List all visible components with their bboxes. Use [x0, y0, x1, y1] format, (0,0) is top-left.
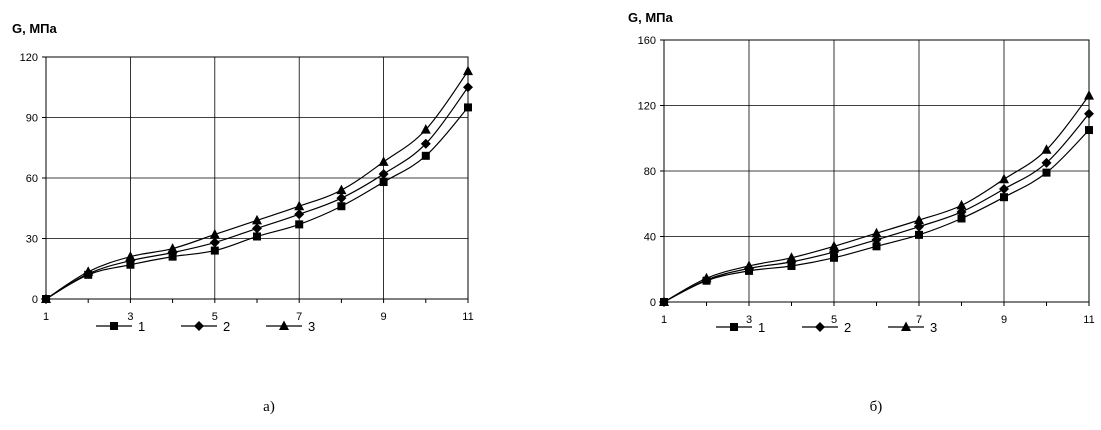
series-line-3	[663, 95, 1090, 303]
legend-label-2: 2	[223, 319, 230, 334]
x-tick-label: 3	[746, 314, 752, 326]
figure-caption: б)	[870, 399, 883, 415]
x-tick-label: 9	[1001, 314, 1007, 326]
x-tick-label: 7	[296, 311, 302, 323]
legend-label-1: 1	[138, 319, 145, 334]
legend-marker-2	[194, 321, 204, 331]
series-1-point	[379, 178, 388, 187]
y-tick-label: 120	[20, 52, 38, 64]
x-tick-label: 9	[381, 311, 387, 323]
series-1-point	[295, 220, 304, 229]
y-tick-label: 0	[32, 294, 38, 306]
y-tick-label: 90	[26, 113, 38, 125]
series-line-1	[663, 129, 1090, 303]
series-3-point	[294, 200, 305, 211]
series-2-point	[871, 234, 882, 245]
series-3-point	[1084, 90, 1094, 100]
series-3-point	[914, 214, 924, 225]
series-2-point	[294, 209, 305, 220]
figure-caption: а)	[263, 399, 275, 415]
series-2-point	[252, 223, 262, 234]
series-2-point	[125, 255, 136, 266]
legend-marker-2	[815, 322, 825, 332]
series-3-point	[167, 243, 178, 253]
series-1-point	[957, 214, 966, 223]
series-3-point	[999, 173, 1009, 184]
y-tick-label: 60	[26, 173, 38, 185]
series-3-point	[378, 156, 389, 166]
series-1-point	[1000, 193, 1008, 202]
y-tick-label: 40	[644, 232, 656, 244]
series-3-point	[956, 199, 967, 210]
series-3-point	[744, 260, 754, 270]
series-3-point	[209, 228, 220, 239]
series-3-point	[463, 65, 473, 76]
legend-label-3: 3	[308, 319, 315, 334]
legend-label-3: 3	[930, 320, 937, 335]
series-1-point	[421, 151, 430, 160]
x-tick-label: 1	[661, 314, 667, 326]
series-2-point	[1041, 157, 1052, 168]
series-line-2	[663, 113, 1090, 303]
series-2-point	[209, 237, 220, 248]
series-line-2	[45, 86, 469, 300]
series-1-point	[464, 103, 472, 112]
series-2-point	[999, 184, 1009, 195]
x-tick-label: 5	[831, 314, 837, 326]
series-3-point	[786, 252, 797, 262]
legend-label-1: 1	[758, 320, 765, 335]
legend-marker-1	[110, 322, 118, 330]
x-tick-label: 11	[1083, 314, 1094, 326]
series-3-point	[125, 251, 136, 261]
series-2-point	[914, 221, 924, 232]
x-tick-label: 7	[916, 314, 922, 326]
series-1-point	[1085, 126, 1093, 135]
x-tick-label: 1	[43, 311, 49, 323]
series-1-point	[1042, 168, 1051, 177]
series-3-point	[1041, 144, 1052, 154]
series-1-point	[830, 253, 838, 262]
legend-marker-1	[730, 323, 738, 331]
series-3-point	[871, 227, 882, 238]
series-3-point	[41, 293, 51, 303]
x-tick-label: 5	[212, 311, 218, 323]
series-1-point	[915, 230, 923, 239]
y-tick-label: 160	[638, 35, 656, 47]
series-3-point	[420, 124, 431, 134]
y-tick-label: 0	[650, 297, 656, 309]
series-line-1	[45, 107, 469, 300]
series-2-point	[463, 82, 473, 93]
x-tick-label: 11	[462, 311, 473, 323]
series-3-point	[252, 214, 262, 225]
series-3-point	[701, 272, 712, 283]
y-axis-label: G, МПа	[628, 10, 674, 25]
series-2-point	[956, 206, 967, 217]
y-tick-label: 120	[638, 101, 656, 113]
series-1-point	[210, 246, 219, 255]
x-tick-label: 3	[127, 311, 133, 323]
series-1-point	[253, 232, 261, 241]
legend-marker-3	[901, 321, 911, 331]
series-2-point	[1084, 108, 1094, 119]
y-tick-label: 80	[644, 166, 656, 178]
series-3-point	[336, 184, 347, 195]
y-tick-label: 30	[26, 234, 38, 246]
series-1-point	[337, 202, 346, 211]
series-2-point	[420, 138, 431, 149]
legend-marker-3	[279, 320, 289, 330]
legend-label-2: 2	[844, 320, 851, 335]
series-3-point	[659, 296, 669, 306]
series-line-3	[45, 70, 469, 300]
series-3-point	[83, 266, 94, 276]
series-2-point	[336, 193, 347, 204]
series-3-point	[829, 240, 839, 251]
series-1-point	[872, 242, 881, 251]
series-2-point	[378, 168, 389, 179]
y-axis-label: G, МПа	[12, 21, 58, 36]
